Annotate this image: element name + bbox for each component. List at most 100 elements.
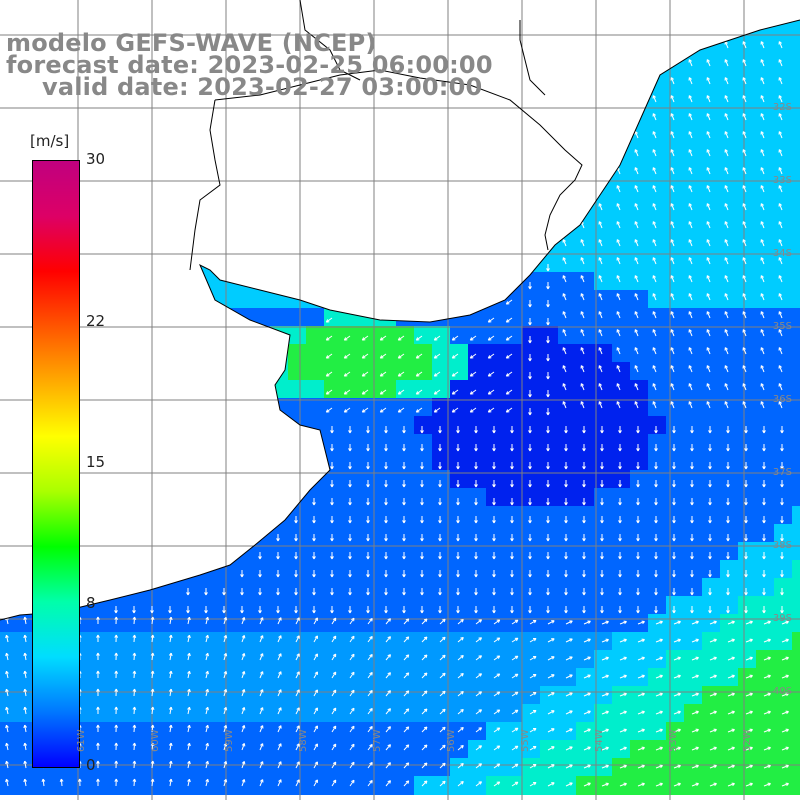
wind-arrow [457,690,464,697]
wind-arrow [690,444,694,452]
field-cell [522,434,541,453]
field-cell [378,524,397,543]
wind-arrow [492,462,496,470]
field-cell [486,578,505,597]
wind-arrow [654,498,658,506]
field-cell [126,614,145,633]
wind-arrow [546,264,550,272]
wind-arrow [726,498,730,506]
wind-arrow [150,670,155,679]
field-cell [576,398,595,417]
field-cell [576,380,595,399]
wind-arrow [348,480,352,488]
field-cell [468,524,487,543]
field-cell [666,74,685,93]
wind-arrow [493,781,501,787]
field-cell [378,722,397,741]
wind-arrow [565,728,573,733]
field-cell [414,686,433,705]
wind-arrow [385,726,391,733]
field-cell [378,452,397,471]
field-cell [774,290,793,309]
wind-arrow [654,480,658,488]
field-cell [774,488,793,507]
wind-arrow [5,724,9,733]
wind-arrow [384,480,388,488]
wind-arrow [96,706,100,715]
wind-arrow [492,426,496,434]
field-cell [774,596,793,615]
field-cell [324,344,343,363]
field-cell [558,326,577,345]
field-cell [378,380,397,399]
field-cell [558,488,577,507]
wind-arrow [598,365,603,373]
field-cell [90,668,109,687]
field-cell [522,470,541,489]
wind-arrow [727,656,735,661]
field-cell [684,488,703,507]
wind-arrow [438,498,442,506]
field-cell [486,506,505,525]
wind-arrow [742,383,747,391]
field-cell [738,56,757,75]
field-cell [324,542,343,561]
field-cell [522,398,541,417]
field-cell [270,614,289,633]
field-cell [468,506,487,525]
wind-arrow [655,782,663,787]
wind-arrow [379,335,387,341]
field-cell [666,434,685,453]
field-cell [774,272,793,291]
field-cell [360,704,379,723]
wind-arrow [348,462,352,470]
field-cell [342,668,361,687]
wind-arrow [528,480,532,488]
field-cell [756,578,775,597]
wind-arrow [691,656,699,661]
field-cell [648,128,667,147]
wind-arrow [492,480,496,488]
wind-arrow [742,221,747,229]
wind-arrow [150,606,154,614]
field-cell [306,704,325,723]
coastline [0,0,800,621]
field-cell [396,740,415,759]
field-cell [450,434,469,453]
colorbar-tick-label: 22 [86,311,106,330]
wind-arrow [742,113,747,121]
wind-arrow [492,588,496,596]
field-cell [558,524,577,543]
field-cell [144,704,163,723]
wind-arrow [636,480,640,488]
wind-arrow [456,552,460,560]
field-cell [774,38,793,57]
field-cell [684,344,703,363]
wind-arrow [385,762,391,769]
wind-arrow [601,638,609,643]
field-cell [144,740,163,759]
wind-arrow [655,638,663,643]
wind-arrow [760,113,765,121]
field-cell [612,362,631,381]
wind-arrow [438,534,442,542]
field-cell [648,218,667,237]
wind-arrow [223,760,228,769]
wind-arrow [276,552,280,560]
wind-arrow [691,746,699,751]
longitude-label: 54W [594,729,605,752]
wind-arrow [655,764,663,769]
field-cell [360,344,379,363]
field-cell [432,668,451,687]
wind-arrow [547,656,555,661]
wind-arrow [433,389,441,395]
wind-arrow [474,588,478,596]
wind-arrow [343,407,351,413]
field-cell [144,758,163,777]
field-cell [486,542,505,561]
wind-arrow [583,764,591,769]
field-cell [288,668,307,687]
wind-arrow [673,728,681,733]
wind-arrow [223,616,228,625]
